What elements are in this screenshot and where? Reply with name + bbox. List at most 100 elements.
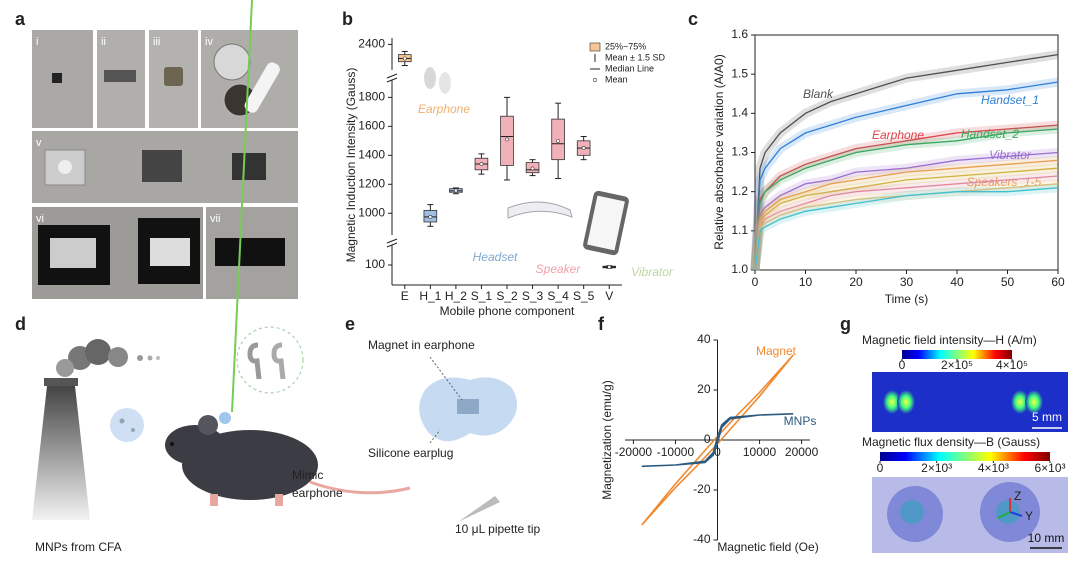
- zoom-circle: [236, 326, 304, 394]
- caption: Silicone earplug: [368, 446, 453, 460]
- y-axis-title: Magnetization (emu/g): [600, 380, 614, 499]
- y-tick-label: 1200: [358, 176, 385, 190]
- x-tick-label: S_4: [547, 289, 569, 303]
- legend-label: Median Line: [605, 63, 654, 73]
- flux-blob: [900, 500, 924, 524]
- x-tick-label: 30: [900, 275, 914, 289]
- tail: [309, 480, 411, 495]
- earphone-icon: [439, 72, 451, 94]
- caption: Magnet in earphone: [368, 338, 475, 352]
- smoke: [137, 355, 143, 361]
- axis-break: [386, 77, 398, 83]
- series-line: [641, 413, 794, 468]
- axis-arrow: [1009, 511, 1023, 517]
- photo-label: iii: [153, 36, 160, 48]
- x-tick-label: 20000: [785, 445, 819, 459]
- y-tick-label: 1.4: [731, 106, 748, 120]
- axis-break: [386, 238, 398, 244]
- panel-label: c: [688, 9, 698, 29]
- panel-label: d: [15, 314, 26, 334]
- mean-point: [453, 188, 458, 193]
- y-tick-label: 1600: [358, 119, 385, 133]
- colorbar-tick-label: 6×10³: [1034, 461, 1065, 475]
- colorbar: [880, 452, 1050, 461]
- photo-panel: i ii iii iv v vi vii: [32, 30, 298, 299]
- legend-swatch: [589, 42, 601, 52]
- panel-label: g: [840, 314, 851, 334]
- leader: [429, 429, 441, 444]
- y-tick-label: -20: [693, 482, 711, 496]
- mouse-foot: [210, 494, 218, 506]
- panel-label: b: [342, 9, 353, 29]
- simulation: Z Y: [872, 372, 1068, 553]
- photo-label: iv: [205, 36, 213, 48]
- icons: [424, 67, 629, 256]
- colorbar-title: Magnetic flux density—B (Gauss): [862, 435, 1040, 449]
- component: [215, 238, 285, 266]
- x-tick-label: 60: [1051, 275, 1065, 289]
- series-label: Handset_1: [981, 93, 1039, 107]
- schematic-e: Magnet in earphone Silicone earplug 10 μ…: [368, 338, 541, 536]
- x-tick-label: H_1: [419, 289, 441, 303]
- photo-label: vii: [210, 213, 220, 225]
- axis-break: [386, 73, 398, 79]
- panel-label: f: [598, 314, 605, 334]
- x-tick-label: H_2: [445, 289, 467, 303]
- y-axis-title: Magnetic Induction Intensity (Gauss): [344, 68, 358, 263]
- chimney: [32, 386, 90, 520]
- x-tick-label: E: [401, 289, 409, 303]
- x-tick-label: V: [605, 289, 613, 303]
- series-line: [754, 159, 1059, 271]
- x-tick-label: -10000: [657, 445, 695, 459]
- panel-label: e: [345, 314, 355, 334]
- colorbar-tick-label: 4×10⁵: [996, 358, 1028, 372]
- hotspot: [897, 390, 915, 414]
- series-label: Vibrator: [989, 148, 1032, 162]
- x-tick-label: S_3: [522, 289, 544, 303]
- mean-point: [402, 56, 407, 61]
- x-tick-label: 0: [752, 275, 759, 289]
- mean-point: [479, 162, 484, 166]
- colorbar-tick-label: 2×10³: [921, 461, 952, 475]
- component: [142, 150, 182, 182]
- axis-arrow: [997, 511, 1011, 519]
- axis-break: [386, 242, 398, 248]
- x-tick-label: 0: [714, 445, 721, 459]
- y-tick-label: 1.6: [731, 27, 748, 41]
- component: [244, 62, 280, 113]
- x-tick-label: S_1: [471, 289, 493, 303]
- smoke: [108, 347, 128, 367]
- x-axis-title: Mobile phone component: [440, 304, 575, 318]
- chimney-top: [44, 378, 78, 386]
- y-tick-label: 1.2: [731, 184, 748, 198]
- component: [58, 160, 72, 174]
- y-tick-label: 40: [697, 332, 711, 346]
- caption: earphone: [292, 486, 343, 500]
- leader: [429, 356, 463, 401]
- series-label: Magnet: [756, 344, 797, 358]
- y-tick-label: 1.5: [731, 66, 748, 80]
- photo-label: vi: [36, 213, 44, 225]
- caption: Mimic: [292, 468, 323, 482]
- smoke: [56, 359, 74, 377]
- x-tick-label: 10000: [743, 445, 777, 459]
- x-axis-title: Magnetic field (Oe): [717, 540, 818, 554]
- particle: [131, 428, 135, 432]
- x-tick-label: 10: [799, 275, 813, 289]
- series-label: MNPs: [784, 414, 817, 428]
- component: [104, 70, 136, 82]
- component: [52, 73, 62, 83]
- caption: MNPs from CFA: [35, 540, 122, 554]
- pipette-tip: [458, 496, 500, 522]
- series-line: [754, 175, 1059, 271]
- axis-letter: Y: [1025, 509, 1033, 523]
- series-line: [754, 128, 1059, 271]
- y-tick-label: 1000: [358, 205, 385, 219]
- series-line: [754, 183, 1059, 271]
- earphone-icon: [424, 67, 436, 89]
- legend-swatch: [592, 77, 598, 83]
- axis-letter: Z: [1014, 489, 1021, 503]
- legend-label: Mean ± 1.5 SD: [605, 52, 665, 62]
- photo-label: v: [36, 137, 42, 149]
